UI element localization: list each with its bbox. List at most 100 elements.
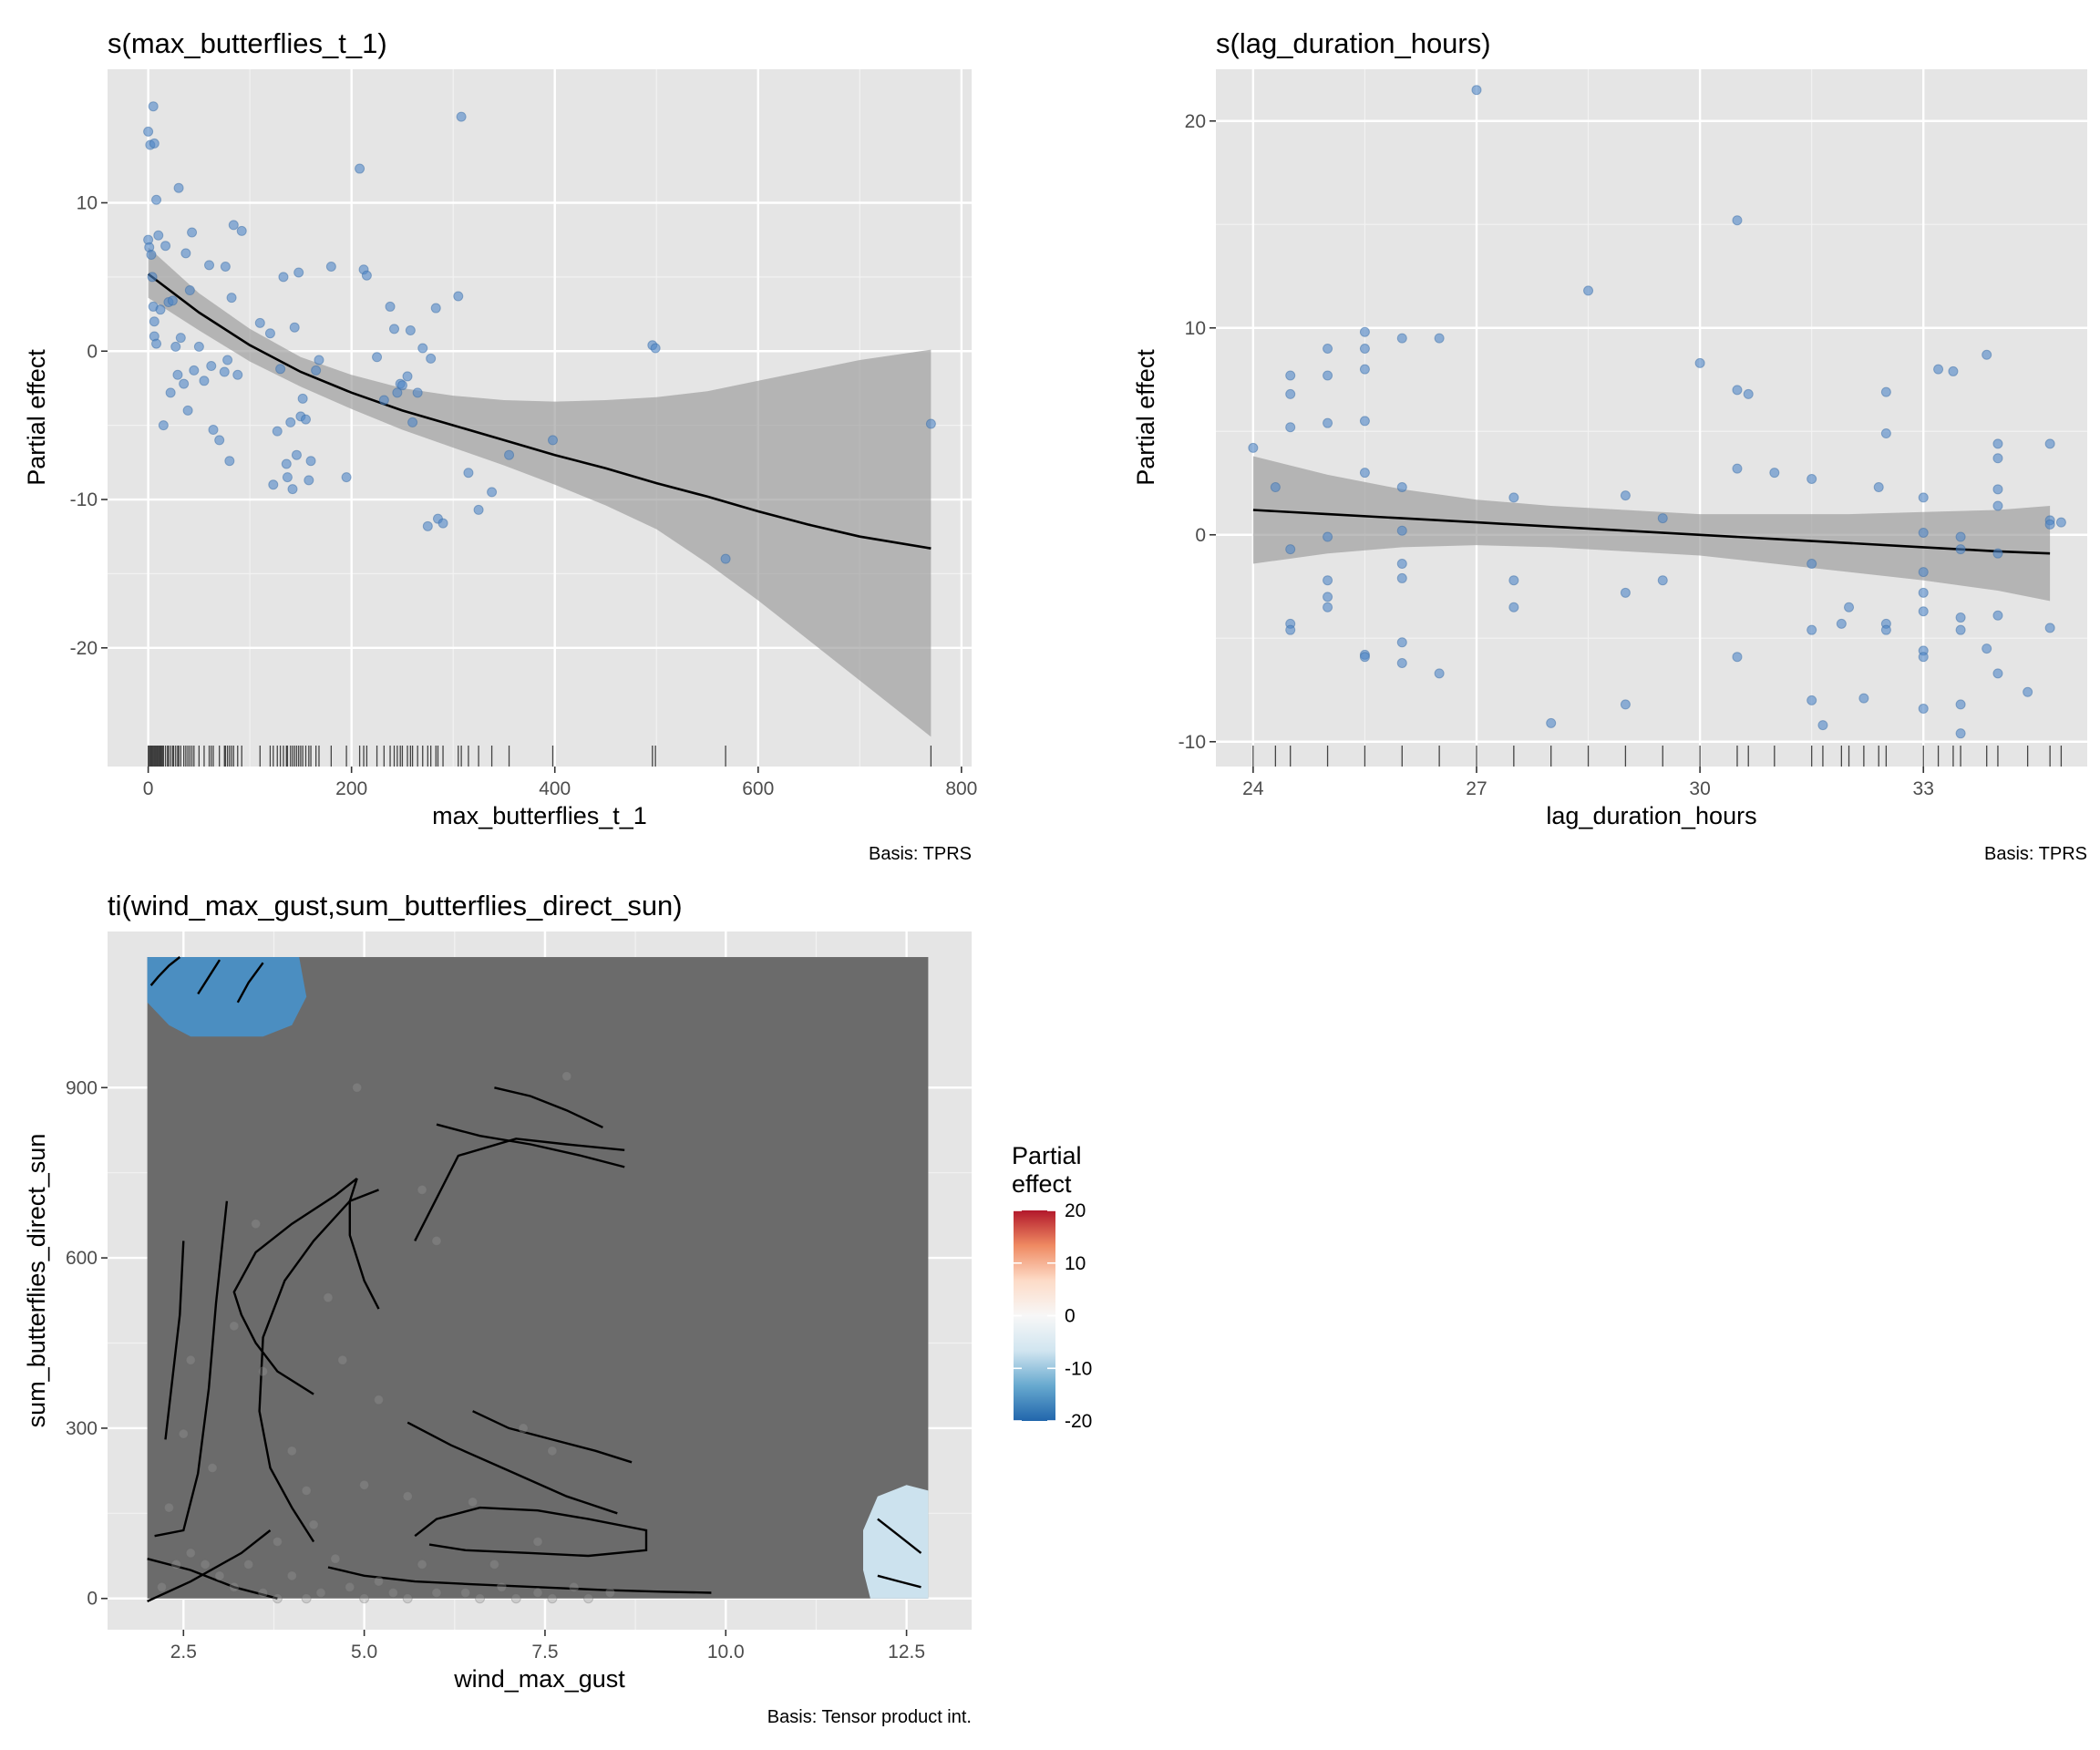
contour-line [494, 1086, 603, 1128]
confidence-band [1252, 456, 2051, 602]
data-point [532, 1536, 543, 1547]
data-point [359, 1593, 370, 1604]
data-point [1471, 85, 1482, 96]
data-point [286, 1570, 297, 1581]
data-point [1732, 652, 1743, 663]
plot-background [1216, 69, 2087, 767]
data-point [387, 1588, 398, 1599]
y-tick-label: 20 [1185, 111, 1206, 132]
data-point [1982, 349, 1992, 360]
data-point [226, 293, 237, 304]
contour-line [164, 1240, 185, 1440]
panel-title: s(lag_duration_hours) [1216, 27, 1491, 59]
data-point [291, 449, 302, 460]
data-point [532, 1588, 543, 1599]
data-point [1955, 544, 1966, 555]
data-point [282, 472, 293, 483]
data-point [487, 487, 498, 498]
data-point [170, 341, 181, 352]
data-point [1323, 575, 1333, 586]
data-point [1359, 343, 1370, 354]
data-point [1270, 482, 1281, 493]
y-axis-title: Partial effect [23, 349, 50, 486]
data-point [407, 417, 418, 427]
data-point [147, 272, 158, 283]
data-point [1955, 612, 1966, 623]
data-point [143, 126, 154, 137]
data-point [167, 295, 178, 306]
data-point [412, 387, 423, 398]
contour-line [327, 1566, 712, 1594]
data-point [389, 324, 400, 335]
data-point [236, 225, 247, 236]
data-point [460, 1588, 471, 1599]
data-point [1807, 559, 1817, 570]
data-point [1285, 388, 1296, 399]
data-point [182, 405, 193, 416]
contour-line [147, 1558, 278, 1600]
data-point [396, 380, 407, 391]
data-point [149, 316, 160, 327]
data-point [1880, 624, 1891, 635]
data-point [345, 1581, 355, 1592]
data-point [402, 1593, 413, 1604]
data-point [228, 220, 239, 231]
data-point [378, 395, 389, 406]
data-point [258, 1366, 269, 1377]
data-point [361, 270, 372, 281]
data-point [178, 1428, 189, 1439]
data-point [583, 1593, 594, 1604]
legend-tick-label: -10 [1065, 1358, 1092, 1379]
data-point [1434, 333, 1445, 344]
data-point [287, 484, 298, 495]
data-point [1396, 572, 1407, 583]
data-point [1508, 602, 1519, 612]
data-point [417, 343, 428, 354]
contour-line [348, 1178, 380, 1310]
data-point [184, 285, 195, 296]
data-point [1992, 610, 2003, 621]
data-point [1323, 602, 1333, 612]
data-point [286, 1446, 297, 1457]
data-point [1955, 728, 1966, 739]
data-point [281, 458, 292, 469]
legend-tick-label: 10 [1065, 1253, 1086, 1274]
data-point [1285, 370, 1296, 381]
data-point [1546, 717, 1557, 728]
data-point [330, 1553, 341, 1564]
x-axis-title: lag_duration_hours [1546, 802, 1756, 829]
data-point [254, 317, 265, 328]
data-point [1396, 482, 1407, 493]
color-legend: Partial effect 20 10 0 -10 -20 [1012, 1142, 1092, 1432]
data-point [180, 248, 191, 259]
y-tick-label: -10 [70, 489, 98, 510]
data-point [149, 138, 160, 149]
data-point [422, 520, 433, 531]
data-point [475, 1593, 486, 1604]
x-axis-title: max_butterflies_t_1 [432, 802, 647, 829]
data-point [1248, 442, 1259, 453]
data-point [1807, 473, 1817, 484]
data-point [314, 355, 324, 365]
data-point [278, 272, 289, 283]
panel-title: ti(wind_max_gust,sum_butterflies_direct_… [108, 890, 683, 921]
data-point [496, 1581, 507, 1592]
data-point [193, 341, 204, 352]
data-point [1992, 500, 2003, 511]
data-point [1918, 567, 1929, 578]
x-tick-label: 800 [945, 778, 977, 799]
y-tick-label: 900 [66, 1077, 98, 1098]
data-point [2044, 519, 2055, 530]
data-point [297, 393, 308, 404]
data-point [153, 230, 164, 241]
data-point [720, 553, 731, 564]
legend-tick-label: 20 [1065, 1200, 1086, 1221]
data-point [1396, 657, 1407, 668]
data-point [1873, 482, 1884, 493]
data-point [268, 479, 279, 490]
data-point [232, 369, 243, 380]
legend-title-line-2: effect [1012, 1170, 1072, 1198]
data-point [208, 425, 219, 436]
data-point [170, 1559, 181, 1570]
